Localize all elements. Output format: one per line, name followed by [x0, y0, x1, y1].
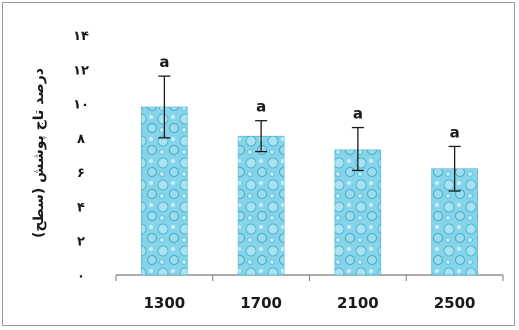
- x-tick-label: 1300: [144, 294, 186, 312]
- bars: a 1300 a 1700 a 2100 a 2500: [141, 53, 478, 312]
- significance-label: a: [159, 53, 169, 71]
- y-axis-title: درصد تاج پوشش (سطح): [31, 68, 47, 238]
- significance-label: a: [450, 123, 460, 141]
- bar: [237, 135, 285, 276]
- x-tick-label: 2500: [434, 294, 476, 312]
- significance-label: a: [256, 98, 266, 116]
- y-tick-label: ۲: [77, 235, 85, 250]
- y-tick-label: ۶: [77, 166, 85, 181]
- significance-label: a: [353, 105, 363, 123]
- y-tick-label: ۰: [77, 269, 85, 284]
- y-tick-label: ۱۲: [73, 63, 89, 78]
- chart-frame: درصد تاج پوشش (سطح) ۰ ۲ ۴ ۶ ۸ ۱۰ ۱۲ ۱۴ a 1300 a 17…: [2, 2, 515, 326]
- y-tick-label: ۸: [77, 132, 85, 147]
- y-tick-label: ۱۴: [73, 29, 89, 44]
- bar-chart: درصد تاج پوشش (سطح) ۰ ۲ ۴ ۶ ۸ ۱۰ ۱۲ ۱۴ a 1300 a 17…: [31, 29, 504, 312]
- x-tick-label: 1700: [240, 294, 282, 312]
- y-tick-label: ۱۰: [73, 98, 89, 113]
- y-tick-label: ۴: [77, 200, 85, 215]
- x-tick-label: 2100: [337, 294, 379, 312]
